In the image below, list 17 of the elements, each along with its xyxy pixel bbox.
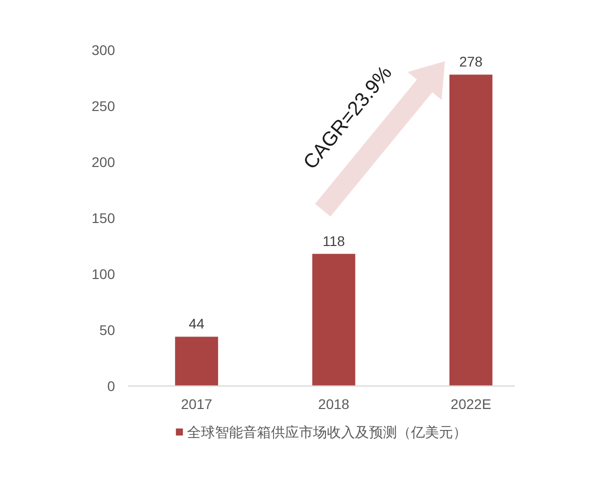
y-tick-label: 100 bbox=[92, 266, 116, 282]
y-tick-label: 0 bbox=[107, 378, 116, 394]
bar bbox=[449, 74, 492, 386]
y-tick-label: 50 bbox=[99, 322, 116, 338]
bar bbox=[175, 336, 218, 386]
legend-label: 全球智能音箱供应市场收入及预测（亿美元） bbox=[186, 424, 467, 440]
x-tick-label: 2017 bbox=[181, 396, 212, 412]
y-tick-label: 150 bbox=[92, 210, 116, 226]
data-label: 118 bbox=[322, 232, 346, 249]
y-tick-label: 300 bbox=[92, 42, 116, 58]
data-label: 278 bbox=[459, 54, 483, 70]
y-tick-label: 200 bbox=[92, 154, 116, 170]
y-tick-label: 250 bbox=[92, 98, 116, 114]
bar bbox=[312, 254, 356, 386]
data-label: 44 bbox=[188, 316, 205, 332]
x-tick-label: 2018 bbox=[318, 396, 350, 412]
x-tick-label: 2022E bbox=[450, 396, 492, 412]
